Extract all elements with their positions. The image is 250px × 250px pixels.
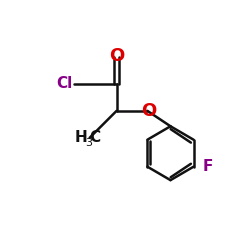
Text: H: H: [75, 130, 88, 145]
Text: Cl: Cl: [56, 76, 72, 92]
Text: F: F: [202, 159, 212, 174]
Text: O: O: [141, 102, 156, 120]
Text: C: C: [89, 130, 100, 145]
Text: 3: 3: [85, 138, 92, 147]
Text: O: O: [109, 47, 124, 65]
